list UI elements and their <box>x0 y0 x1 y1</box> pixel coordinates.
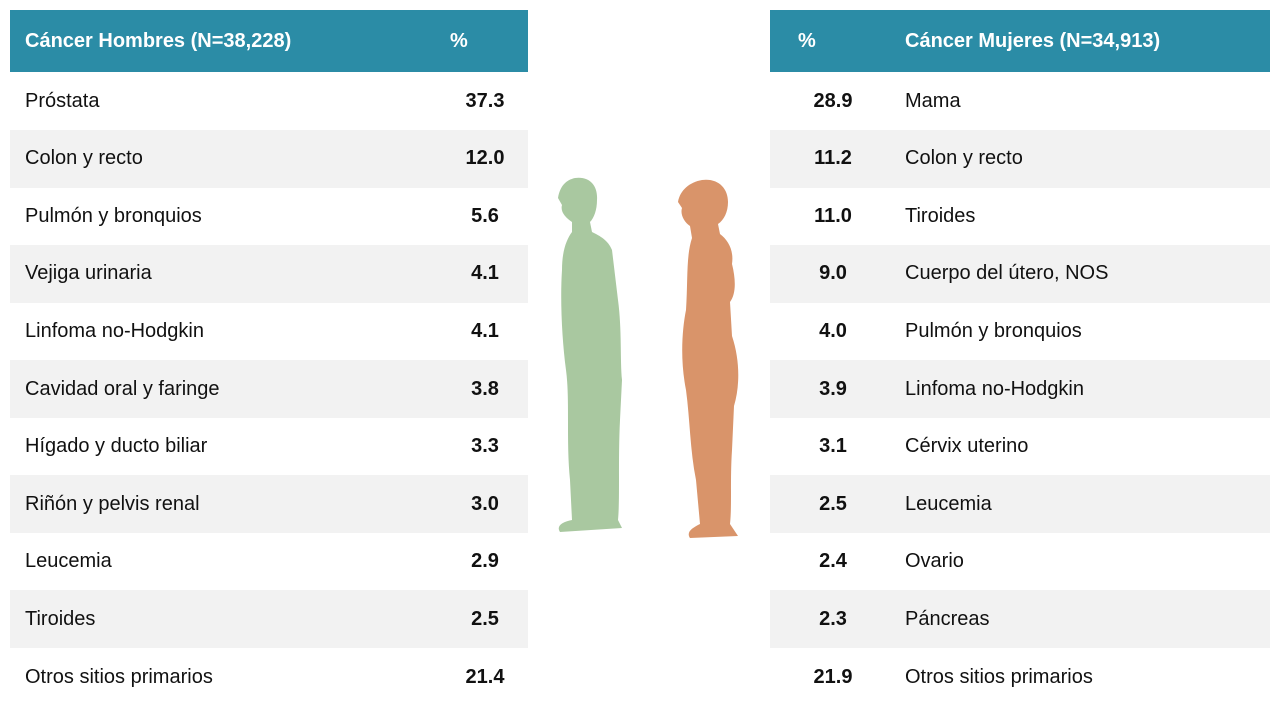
header-cell: % <box>450 30 520 53</box>
cancer-cell: Otros sitios primarios <box>905 666 1093 689</box>
cancer-cell: Linfoma no-Hodgkin <box>25 320 204 343</box>
percent-cell: 3.8 <box>450 378 520 401</box>
table-row: Riñón y pelvis renal 3.0 <box>10 475 528 533</box>
cancer-cell: Leucemia <box>905 493 992 516</box>
percent-cell: 4.1 <box>450 262 520 285</box>
header-row: % Cáncer Mujeres (N=34,913) <box>770 10 1270 72</box>
table-row: 21.9 Otros sitios primarios <box>770 648 1270 706</box>
cancer-cell: Vejiga urinaria <box>25 262 152 285</box>
table-row: Cavidad oral y faringe 3.8 <box>10 360 528 418</box>
cancer-cell: Cuerpo del útero, NOS <box>905 262 1108 285</box>
table-row: 2.5 Leucemia <box>770 475 1270 533</box>
percent-cell: 3.1 <box>798 435 868 458</box>
cancer-cell: Cérvix uterino <box>905 435 1028 458</box>
table-row: Otros sitios primarios 21.4 <box>10 648 528 706</box>
percent-cell: 11.2 <box>798 147 868 170</box>
percent-cell: 5.6 <box>450 205 520 228</box>
man-silhouette <box>558 178 622 532</box>
cancer-cell: Páncreas <box>905 608 990 631</box>
table-row: 28.9 Mama <box>770 72 1270 130</box>
cancer-cell: Mama <box>905 90 961 113</box>
cancer-cell: Próstata <box>25 90 99 113</box>
percent-cell: 2.3 <box>798 608 868 631</box>
cancer-cell: Pulmón y bronquios <box>905 320 1082 343</box>
table-row: Vejiga urinaria 4.1 <box>10 245 528 303</box>
table-row: 9.0 Cuerpo del útero, NOS <box>770 245 1270 303</box>
cancer-cell: Tiroides <box>25 608 95 631</box>
table-row: Pulmón y bronquios 5.6 <box>10 187 528 245</box>
table-row: Hígado y ducto biliar 3.3 <box>10 418 528 476</box>
table-row: Linfoma no-Hodgkin 4.1 <box>10 302 528 360</box>
percent-cell: 28.9 <box>798 90 868 113</box>
cancer-cell: Ovario <box>905 550 964 573</box>
table-row: Colon y recto 12.0 <box>10 130 528 188</box>
percent-cell: 9.0 <box>798 262 868 285</box>
table-row: 3.9 Linfoma no-Hodgkin <box>770 360 1270 418</box>
cancer-cell: Leucemia <box>25 550 112 573</box>
percent-cell: 2.5 <box>450 608 520 631</box>
header-cell: Cáncer Mujeres (N=34,913) <box>905 30 1160 53</box>
cancer-cell: Cavidad oral y faringe <box>25 378 220 401</box>
table-row: Tiroides 2.5 <box>10 590 528 648</box>
percent-cell: 2.5 <box>798 493 868 516</box>
cancer-cell: Colon y recto <box>905 147 1023 170</box>
table-row: Próstata 37.3 <box>10 72 528 130</box>
table-row: 3.1 Cérvix uterino <box>770 418 1270 476</box>
cancer-cell: Otros sitios primarios <box>25 666 213 689</box>
percent-cell: 12.0 <box>450 147 520 170</box>
header-cell: Cáncer Hombres (N=38,228) <box>25 30 291 53</box>
percent-cell: 37.3 <box>450 90 520 113</box>
table-row: 2.4 Ovario <box>770 533 1270 591</box>
page: {"left_table": {"header": ["Cáncer Hombr… <box>0 0 1280 692</box>
percent-cell: 3.9 <box>798 378 868 401</box>
percent-cell: 4.0 <box>798 320 868 343</box>
cancer-cell: Colon y recto <box>25 147 143 170</box>
percent-cell: 21.4 <box>450 666 520 689</box>
percent-cell: 3.3 <box>450 435 520 458</box>
cancer-cell: Hígado y ducto biliar <box>25 435 207 458</box>
table-row: 4.0 Pulmón y bronquios <box>770 302 1270 360</box>
header-row: Cáncer Hombres (N=38,228)% <box>10 10 528 72</box>
percent-cell: 11.0 <box>798 205 868 228</box>
table-row: 11.0 Tiroides <box>770 187 1270 245</box>
percent-cell: 21.9 <box>798 666 868 689</box>
percent-cell: 4.1 <box>450 320 520 343</box>
table-row: 11.2 Colon y recto <box>770 130 1270 188</box>
percent-cell: 2.4 <box>798 550 868 573</box>
woman-silhouette <box>678 180 738 538</box>
cancer-cell: Tiroides <box>905 205 975 228</box>
percent-cell: 2.9 <box>450 550 520 573</box>
cancer-cell: Pulmón y bronquios <box>25 205 202 228</box>
header-cell: % <box>798 30 868 53</box>
silhouettes <box>540 160 760 550</box>
cancer-cell: Linfoma no-Hodgkin <box>905 378 1084 401</box>
table-row: Leucemia 2.9 <box>10 533 528 591</box>
cancer-cell: Riñón y pelvis renal <box>25 493 200 516</box>
table-row: 2.3 Páncreas <box>770 590 1270 648</box>
percent-cell: 3.0 <box>450 493 520 516</box>
